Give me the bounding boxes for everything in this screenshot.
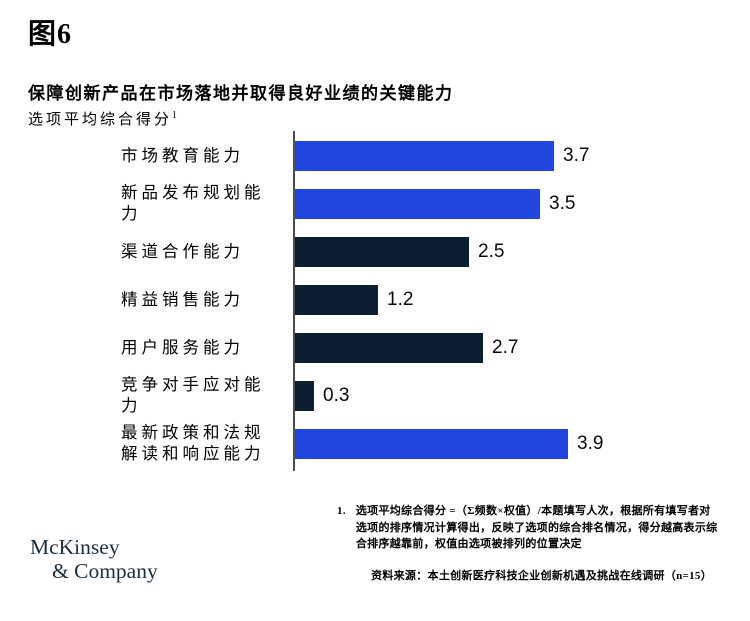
bar: [293, 189, 540, 219]
axis-metric-label: 选项平均综合得分1: [28, 108, 177, 129]
bar-value: 2.7: [492, 337, 519, 358]
bar-label: 新品发布规划能力: [121, 183, 265, 223]
bar-row: 竞争对手应对能力 0.3: [0, 375, 750, 415]
bar-row: 用户服务能力 2.7: [0, 333, 750, 363]
bar-label: 渠道合作能力: [121, 241, 244, 261]
chart-title: 保障创新产品在市场落地并取得良好业绩的关键能力: [28, 84, 454, 103]
footnote: 1. 选项平均综合得分 =（Σ频数×权值）/本题填写人次，根据所有填写者对选项的…: [337, 503, 719, 553]
footnote-text: 选项平均综合得分 =（Σ频数×权值）/本题填写人次，根据所有填写者对选项的排序情…: [355, 505, 718, 550]
bar-label: 精益销售能力: [121, 289, 244, 309]
bar-chart: 市场教育能力 3.7 新品发布规划能力 3.5 渠道合作能力 2.5 精益销售能…: [0, 131, 750, 471]
bar-label: 市场教育能力: [121, 145, 244, 165]
bar: [293, 237, 469, 267]
bar-row: 最新政策和法规 解读和响应能力 3.9: [0, 423, 750, 463]
bar-value: 0.3: [323, 385, 350, 406]
bar-value: 1.2: [387, 289, 414, 310]
figure-number: 图6: [28, 19, 73, 50]
mckinsey-logo: McKinsey & Company: [30, 535, 158, 583]
bar: [293, 429, 568, 459]
bar: [293, 333, 483, 363]
bar-label: 最新政策和法规 解读和响应能力: [121, 423, 265, 463]
bar-value: 3.7: [563, 145, 590, 166]
bar-row: 精益销售能力 1.2: [0, 285, 750, 315]
bar-row: 新品发布规划能力 3.5: [0, 183, 750, 223]
bar: [293, 381, 314, 411]
axis-line: [293, 131, 295, 471]
bar-row: 渠道合作能力 2.5: [0, 237, 750, 267]
bar-value: 3.9: [577, 433, 604, 454]
bar-rows: 市场教育能力 3.7 新品发布规划能力 3.5 渠道合作能力 2.5 精益销售能…: [0, 141, 750, 463]
logo-line-2: & Company: [52, 558, 158, 583]
bar-row: 市场教育能力 3.7: [0, 141, 750, 171]
bar: [293, 285, 378, 315]
bar-value: 2.5: [478, 241, 505, 262]
logo-line-1: McKinsey: [30, 535, 120, 559]
axis-metric-text: 选项平均综合得分: [28, 112, 173, 128]
bar-value: 3.5: [549, 193, 576, 214]
bar-label: 用户服务能力: [121, 337, 244, 357]
footnote-marker-superscript: 1: [172, 110, 178, 121]
source-note: 资料来源：本土创新医疗科技企业创新机遇及挑战在线调研（n=15）: [371, 570, 712, 582]
bar-label: 竞争对手应对能力: [121, 375, 265, 415]
bar: [293, 141, 554, 171]
footnote-number: 1.: [337, 505, 346, 517]
